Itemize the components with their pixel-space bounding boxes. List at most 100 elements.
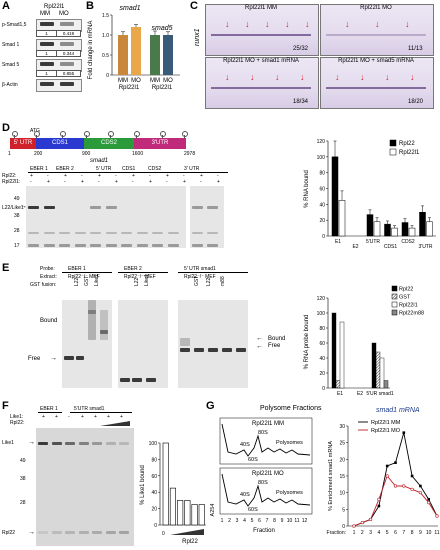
gel-band bbox=[194, 348, 204, 352]
embryo-title: Rpl22l1 MO + smad5 mRNA bbox=[338, 58, 414, 64]
bar bbox=[426, 221, 433, 237]
gel-band bbox=[51, 531, 62, 534]
gel-band bbox=[192, 232, 203, 234]
y-tick-label: 5 bbox=[342, 507, 345, 513]
bar bbox=[335, 380, 341, 389]
panel-d-letter: D bbox=[2, 122, 10, 134]
arrow-icon: ↓ bbox=[410, 72, 415, 82]
x-tick-label: 5 bbox=[386, 530, 389, 536]
fraction-tick: 2 bbox=[228, 518, 231, 524]
lane-label: L22 bbox=[134, 277, 140, 286]
blot-band bbox=[60, 22, 74, 26]
lane-label: L22 bbox=[206, 277, 212, 286]
marker-label: 49 bbox=[20, 458, 26, 464]
gel-band bbox=[105, 206, 117, 209]
bound-label-right: Bound bbox=[268, 336, 286, 342]
trace-label: Rpl22l1 MM bbox=[252, 421, 284, 427]
probe-label: CDS1 bbox=[122, 166, 136, 172]
marker-label: 28 bbox=[20, 500, 26, 506]
blot-band bbox=[40, 82, 54, 86]
legend-label: Rpl22 bbox=[399, 287, 413, 293]
row-label: Rpl22l1: bbox=[2, 179, 21, 185]
gradient-wedge bbox=[100, 421, 130, 426]
probe-icon bbox=[34, 131, 40, 137]
arrow-icon: → bbox=[28, 529, 35, 536]
y-tick-label: 0 bbox=[322, 234, 325, 240]
gel bbox=[118, 300, 168, 388]
gene-segment bbox=[36, 138, 84, 149]
x-tick-label: 2 bbox=[361, 530, 364, 536]
probe-underline bbox=[28, 172, 228, 173]
marker-label: Rpl22 bbox=[2, 530, 16, 536]
marker-label: 28 bbox=[14, 228, 20, 234]
gel bbox=[36, 428, 134, 546]
embryo-count: 18/20 bbox=[408, 99, 424, 105]
gel-band bbox=[192, 244, 203, 247]
gradient-wedge bbox=[170, 529, 204, 535]
y-tick-label: 25 bbox=[339, 441, 345, 447]
extract-label: Rpl22⁻/⁻ MEF bbox=[68, 274, 100, 280]
embryo-image bbox=[205, 57, 319, 109]
legend-swatch bbox=[391, 301, 398, 308]
y-axis-label: % Enrichment smad1 mRNA bbox=[328, 441, 334, 511]
stain-line bbox=[326, 87, 426, 89]
row-label: Like1: bbox=[10, 414, 24, 420]
arrow-icon: ↓ bbox=[360, 72, 365, 82]
panel-a-col-mm: MM bbox=[40, 11, 50, 17]
sign: + bbox=[42, 414, 45, 420]
gel-band bbox=[167, 232, 179, 234]
legend-swatch bbox=[391, 285, 398, 292]
probe-label: 5'UTR smad1 bbox=[74, 406, 105, 412]
y-tick-label: 0 bbox=[154, 523, 157, 529]
x-tick-label: 5'UR smad1 bbox=[366, 391, 394, 397]
data-point bbox=[385, 474, 389, 478]
probe-underline bbox=[62, 272, 112, 273]
position-label: 200 bbox=[34, 151, 43, 157]
sign: + bbox=[217, 179, 220, 185]
gel-band bbox=[222, 348, 232, 352]
bar-label: MM bbox=[118, 78, 128, 84]
y-tick-label: 0 bbox=[322, 386, 325, 392]
y-tick-label: 60 bbox=[319, 341, 325, 347]
probe-stem bbox=[110, 135, 111, 138]
gel-band bbox=[180, 348, 190, 352]
gel-band bbox=[43, 244, 55, 247]
embryo-count: 18/34 bbox=[293, 99, 309, 105]
data-point bbox=[402, 484, 406, 488]
gel-band bbox=[207, 244, 218, 247]
sign: - bbox=[183, 173, 185, 179]
x-tick-label: 9 bbox=[419, 530, 422, 536]
sign: - bbox=[166, 179, 168, 185]
bar-label: MO bbox=[163, 78, 173, 84]
stain-line bbox=[326, 34, 426, 36]
y-tick-label: 80 bbox=[319, 171, 325, 177]
probe-icon bbox=[108, 131, 114, 137]
y-tick-label: 20 bbox=[319, 218, 325, 224]
x-tick-label: 10 bbox=[426, 530, 432, 536]
gel-band bbox=[76, 356, 84, 360]
gel-band bbox=[90, 206, 101, 209]
sign: + bbox=[30, 173, 33, 179]
bar bbox=[391, 227, 398, 237]
data-point bbox=[369, 517, 373, 521]
y-axis-label: % RNA probe bound bbox=[304, 315, 310, 370]
gel-band bbox=[146, 378, 156, 382]
trace-frame bbox=[219, 467, 313, 515]
x-tick-label: 8 bbox=[411, 530, 414, 536]
bound-label: Bound bbox=[40, 318, 58, 324]
panel-f-letter: F bbox=[2, 400, 9, 412]
bar bbox=[169, 487, 177, 526]
fraction-tick: 1 bbox=[221, 518, 224, 524]
gel-band bbox=[167, 244, 179, 247]
gel-band bbox=[90, 232, 101, 234]
fraction-tick: 3 bbox=[236, 518, 239, 524]
sign: + bbox=[98, 173, 101, 179]
data-point bbox=[427, 498, 430, 501]
peak-label: 60S bbox=[248, 457, 258, 463]
gel-band bbox=[51, 442, 62, 445]
gene-label: smad1 bbox=[119, 5, 140, 12]
rna-bound-bar-chart: 0 20 40 60 80 100 120 % RNA bound E1 E2 5'UTR CDS1C… bbox=[304, 139, 436, 250]
data-point bbox=[427, 501, 431, 505]
bar bbox=[401, 222, 409, 237]
data-point bbox=[435, 514, 439, 518]
